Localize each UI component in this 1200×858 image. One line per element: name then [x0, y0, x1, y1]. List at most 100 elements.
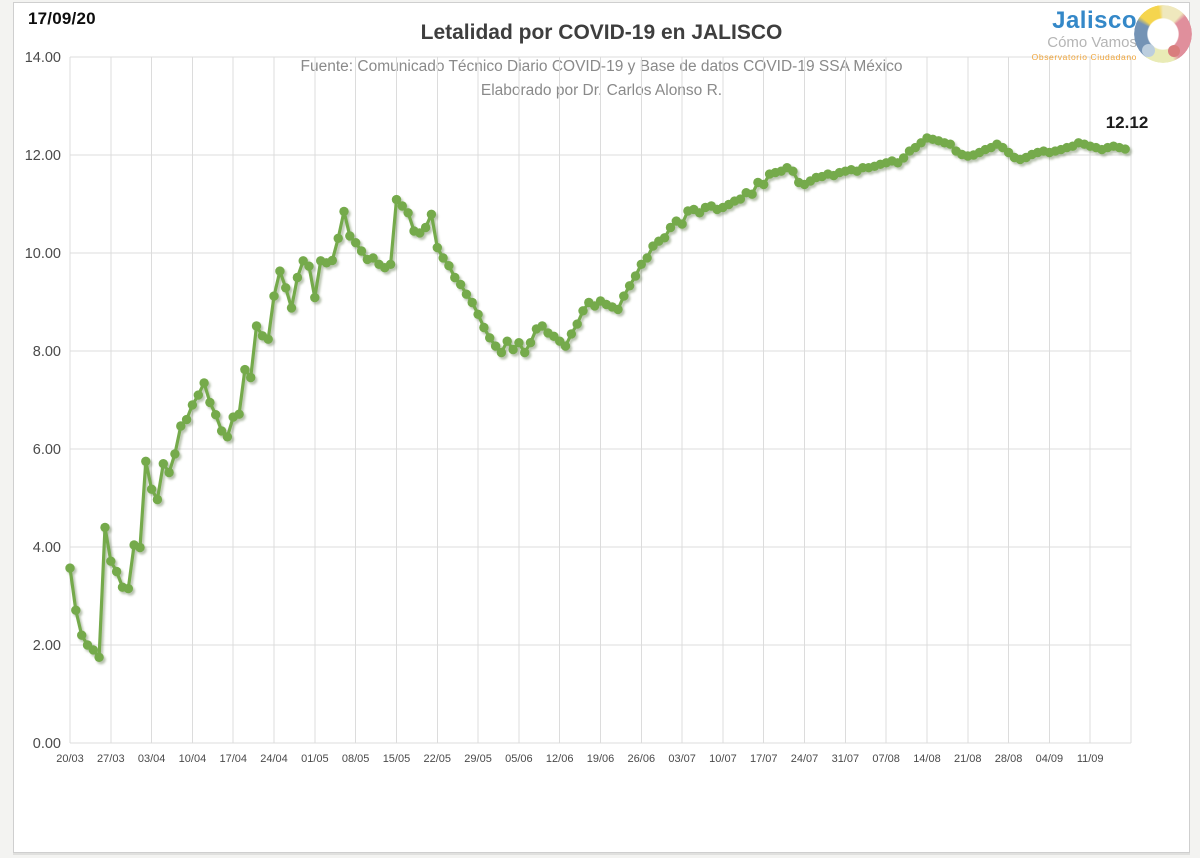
data-point [345, 231, 355, 241]
data-point [368, 253, 378, 263]
data-point [514, 338, 524, 348]
x-axis-tick-label: 27/03 [97, 753, 125, 765]
data-point [111, 566, 122, 577]
data-point [391, 194, 402, 205]
data-point [788, 166, 798, 176]
x-axis-tick-label: 19/06 [587, 753, 615, 765]
data-point [467, 297, 477, 308]
data-point [496, 347, 507, 358]
report-date: 17/09/20 [28, 9, 96, 28]
data-point [88, 645, 99, 655]
data-point [141, 456, 151, 466]
data-point [420, 222, 431, 233]
data-point [170, 449, 180, 459]
x-axis-tick-label: 17/07 [750, 753, 778, 765]
y-axis-tick-label: 2.00 [33, 638, 61, 654]
data-point [397, 201, 407, 211]
logo-blue-dot-icon [1142, 44, 1155, 57]
y-axis-tick-label: 8.00 [33, 344, 61, 360]
data-point [450, 272, 460, 283]
x-axis-tick-label: 15/05 [383, 753, 411, 765]
data-point [432, 242, 442, 253]
data-point [566, 329, 577, 339]
data-point [269, 291, 279, 301]
data-point [211, 410, 221, 420]
data-point [327, 255, 337, 266]
data-point [281, 283, 291, 293]
x-axis-tick-label: 26/06 [628, 753, 656, 765]
x-axis-tick-label: 08/05 [342, 753, 370, 765]
data-point [490, 341, 501, 351]
y-axis-tick-label: 4.00 [33, 540, 61, 556]
data-point [525, 338, 536, 348]
x-axis-tick-label: 21/08 [954, 753, 982, 765]
data-point [193, 390, 203, 400]
data-point [444, 261, 454, 271]
data-point [537, 321, 547, 331]
data-point [560, 341, 571, 351]
x-axis-tick-label: 20/03 [56, 753, 84, 765]
data-point [619, 291, 629, 301]
data-point [426, 209, 437, 219]
chart-canvas: 17/09/20 Letalidad por COVID-19 en JALIS… [13, 2, 1192, 853]
chart-svg: 0.00 2.00 4.00 6.00 8.00 10.00 12.00 14.00 20/03… [25, 50, 1132, 765]
data-point [1120, 144, 1130, 154]
data-point [385, 259, 396, 269]
x-axis-tick-label: 03/04 [138, 753, 166, 765]
jalisco-como-vamos-logo: Jalisco Cómo Vamos Observatorio Ciudadan… [1032, 9, 1137, 62]
data-point [216, 426, 227, 436]
data-point [572, 319, 582, 329]
data-point [123, 583, 133, 594]
data-point [240, 364, 250, 375]
y-axis-tick-label: 12.00 [25, 148, 61, 164]
chart-source-line: Fuente: Comunicado Técnico Diario COVID-… [300, 58, 903, 75]
data-point [246, 372, 256, 383]
x-axis-tick-label: 12/06 [546, 753, 574, 765]
data-point [234, 409, 244, 419]
logo-red-dot-icon [1168, 45, 1180, 57]
x-axis-tick-label: 10/07 [709, 753, 737, 765]
x-axis-tick-label: 03/07 [668, 753, 696, 765]
data-point [106, 556, 116, 566]
last-value-label: 12.12 [1105, 113, 1149, 132]
data-point [251, 321, 262, 331]
logo-name: Jalisco [1052, 7, 1137, 34]
x-axis-tick-label: 29/05 [464, 753, 492, 765]
x-axis-tick-label: 05/06 [505, 753, 533, 765]
data-point [735, 194, 746, 204]
x-axis-tick-label: 24/04 [260, 753, 288, 765]
data-point [438, 253, 448, 263]
y-axis-tick-label: 10.00 [25, 246, 61, 262]
x-axis-tick-label: 14/08 [913, 753, 941, 765]
data-point [403, 208, 413, 218]
data-point [356, 246, 367, 256]
x-axis-tick-label: 11/09 [1077, 753, 1104, 765]
x-axis-tick-label: 31/07 [832, 753, 860, 765]
logo-tagline: Cómo Vamos [1047, 34, 1137, 51]
data-point [164, 467, 174, 478]
y-axis-tick-label: 6.00 [33, 442, 61, 458]
data-point [642, 253, 652, 263]
data-point [502, 336, 512, 346]
data-point [199, 378, 209, 388]
data-point [613, 304, 623, 315]
data-point [479, 322, 489, 333]
data-point [71, 605, 81, 615]
data-point [898, 153, 909, 163]
data-point [181, 414, 192, 425]
chart-subtitle: Fuente: Comunicado Técnico Diario COVID-… [14, 55, 1189, 103]
data-point [304, 261, 314, 271]
data-point [659, 233, 670, 243]
data-point [100, 522, 110, 533]
data-point [176, 421, 186, 431]
data-point [520, 347, 530, 358]
x-axis-tick-label: 22/05 [424, 753, 452, 765]
data-point [146, 484, 157, 494]
x-axis-tick-label: 01/05 [301, 753, 329, 765]
data-point [135, 542, 145, 553]
y-axis-tick-label: 0.00 [33, 736, 61, 752]
data-point [945, 139, 955, 149]
data-point [339, 206, 349, 217]
data-point [759, 179, 769, 190]
data-point [351, 238, 361, 248]
